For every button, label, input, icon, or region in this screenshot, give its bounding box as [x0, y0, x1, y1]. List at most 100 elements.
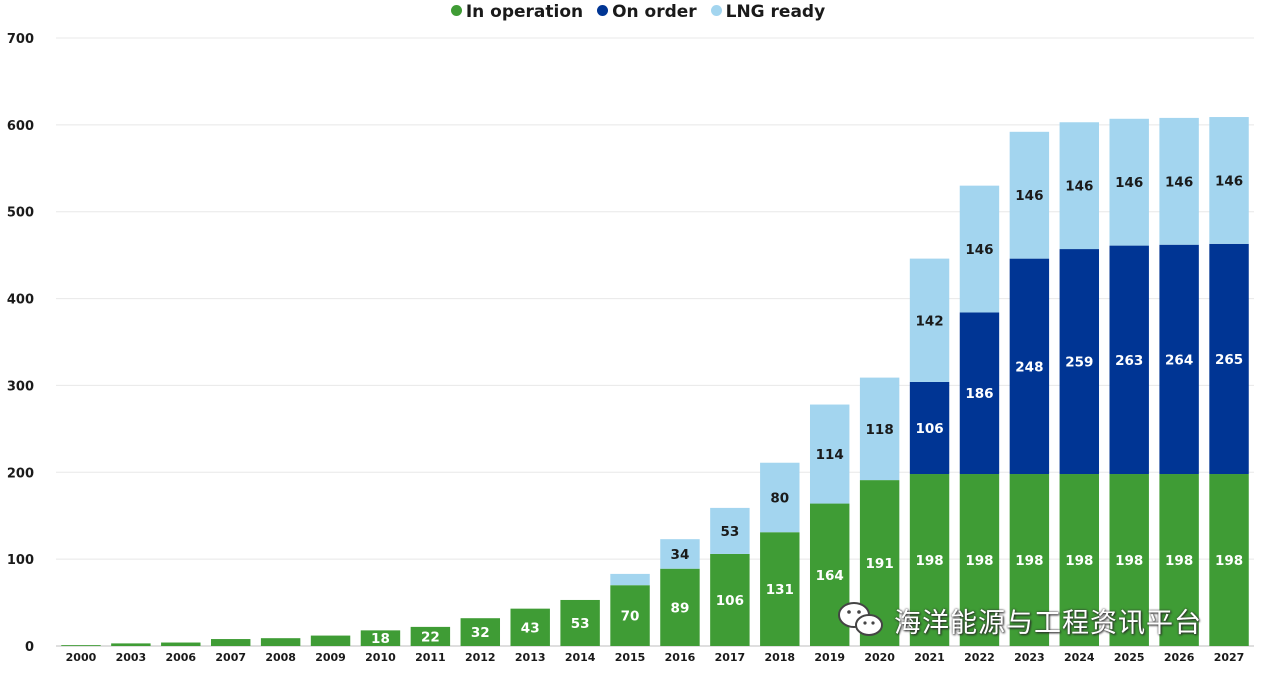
legend: In operation On order LNG ready — [0, 2, 1276, 22]
bar-in-operation — [610, 585, 650, 646]
legend-swatch — [710, 5, 722, 16]
x-tick-label: 2014 — [565, 651, 596, 664]
bar-in-operation — [460, 618, 501, 646]
watermark-text: 海洋能源与工程资讯平台 — [894, 607, 1202, 639]
x-tick-label: 2021 — [914, 651, 945, 664]
bar-in-operation — [210, 639, 251, 646]
legend-label: LNG ready — [725, 2, 826, 22]
data-label: 43 — [521, 620, 540, 636]
bar-in-operation — [161, 642, 201, 646]
data-label: 89 — [671, 600, 690, 616]
bar-in-operation — [260, 638, 301, 646]
data-label: 34 — [671, 547, 690, 563]
y-tick-label: 500 — [7, 206, 34, 221]
data-label: 114 — [816, 447, 844, 463]
y-tick-label: 600 — [7, 119, 34, 134]
bar-in-operation — [310, 635, 351, 646]
bar-in-operation — [360, 630, 401, 646]
bar-in-operation — [760, 532, 800, 646]
legend-swatch — [597, 5, 609, 16]
bar-lng-ready — [859, 377, 900, 481]
bar-in-operation — [111, 643, 151, 646]
bar-on-order — [909, 381, 950, 475]
x-tick-label: 2023 — [1014, 651, 1045, 664]
data-label: 80 — [770, 490, 789, 506]
bar-lng-ready — [1059, 122, 1100, 250]
data-label: 70 — [621, 609, 640, 625]
y-tick-label: 200 — [7, 466, 34, 481]
data-labels: 18 22 32 43 53 70 89 34 106 53 131 80 164 114 191 118 19… — [371, 173, 1243, 647]
x-tick-label: 2019 — [814, 651, 845, 664]
data-label: 264 — [1165, 352, 1193, 368]
data-label: 18 — [371, 631, 390, 647]
x-tick-label: 2017 — [715, 651, 746, 664]
bar-lng-ready — [959, 185, 1000, 313]
legend-item-lng-ready: LNG ready — [710, 2, 826, 22]
data-label: 106 — [915, 421, 943, 437]
x-axis-ticks: 2000 2003 2006 2007 2008 2009 2010 2011 2012 2013… — [66, 651, 1245, 664]
bar-lng-ready — [1109, 118, 1149, 246]
x-tick-label: 2003 — [116, 651, 147, 664]
y-tick-label: 400 — [7, 293, 34, 308]
legend-item-on-order: On order — [597, 2, 697, 22]
data-label: 198 — [1115, 553, 1143, 569]
x-tick-label: 2009 — [315, 651, 346, 664]
x-tick-label: 2011 — [415, 651, 446, 664]
y-tick-label: 300 — [7, 379, 34, 394]
data-label: 146 — [1065, 179, 1093, 195]
data-label: 146 — [1015, 188, 1043, 204]
bar-lng-ready — [610, 573, 650, 586]
x-tick-label: 2000 — [66, 651, 97, 664]
bar-lng-ready — [710, 507, 750, 554]
data-label: 146 — [1115, 175, 1143, 191]
bar-lng-ready — [1159, 117, 1199, 245]
bar-in-operation — [1009, 474, 1050, 646]
data-label: 146 — [1215, 173, 1243, 189]
bar-lng-ready — [760, 462, 800, 533]
bar-in-operation — [1059, 474, 1100, 646]
x-tick-label: 2020 — [864, 651, 895, 664]
bar-lng-ready — [1209, 117, 1249, 244]
bar-in-operation — [410, 626, 451, 646]
data-label: 131 — [766, 582, 794, 598]
data-label: 198 — [1065, 553, 1093, 569]
data-label: 146 — [1165, 174, 1193, 190]
gridlines — [56, 37, 1254, 647]
bar-in-operation — [1109, 474, 1149, 646]
bar-on-order — [1109, 245, 1149, 475]
legend-swatch — [450, 5, 462, 16]
bar-lng-ready — [1009, 131, 1050, 259]
data-label: 263 — [1115, 353, 1143, 369]
data-label: 198 — [915, 553, 943, 569]
bar-lng-ready — [909, 258, 950, 382]
legend-label: On order — [612, 2, 697, 22]
bar-in-operation — [510, 608, 550, 646]
bar-on-order — [1209, 243, 1249, 475]
x-tick-label: 2024 — [1064, 651, 1095, 664]
bar-on-order — [959, 312, 1000, 475]
bar-on-order — [1159, 244, 1199, 475]
data-label: 186 — [965, 386, 993, 402]
data-label: 22 — [421, 629, 440, 645]
data-label: 53 — [571, 616, 590, 632]
bar-lng-ready — [660, 539, 700, 569]
bar-in-operation — [959, 474, 1000, 646]
data-label: 118 — [866, 422, 894, 438]
x-tick-label: 2012 — [465, 651, 496, 664]
x-tick-label: 2010 — [365, 651, 396, 664]
data-label: 198 — [965, 553, 993, 569]
data-label: 198 — [1215, 553, 1243, 569]
data-label: 53 — [720, 524, 739, 540]
x-tick-label: 2013 — [515, 651, 546, 664]
data-label: 198 — [1015, 553, 1043, 569]
bar-in-operation — [710, 553, 750, 646]
x-tick-label: 2007 — [215, 651, 246, 664]
watermark: 海洋能源与工程资讯平台 — [836, 600, 1202, 640]
bar-in-operation — [560, 599, 600, 646]
data-label: 259 — [1065, 355, 1093, 371]
data-label: 265 — [1215, 352, 1243, 368]
data-label: 106 — [716, 593, 744, 609]
y-tick-label: 100 — [7, 553, 34, 568]
data-label: 146 — [965, 242, 993, 258]
